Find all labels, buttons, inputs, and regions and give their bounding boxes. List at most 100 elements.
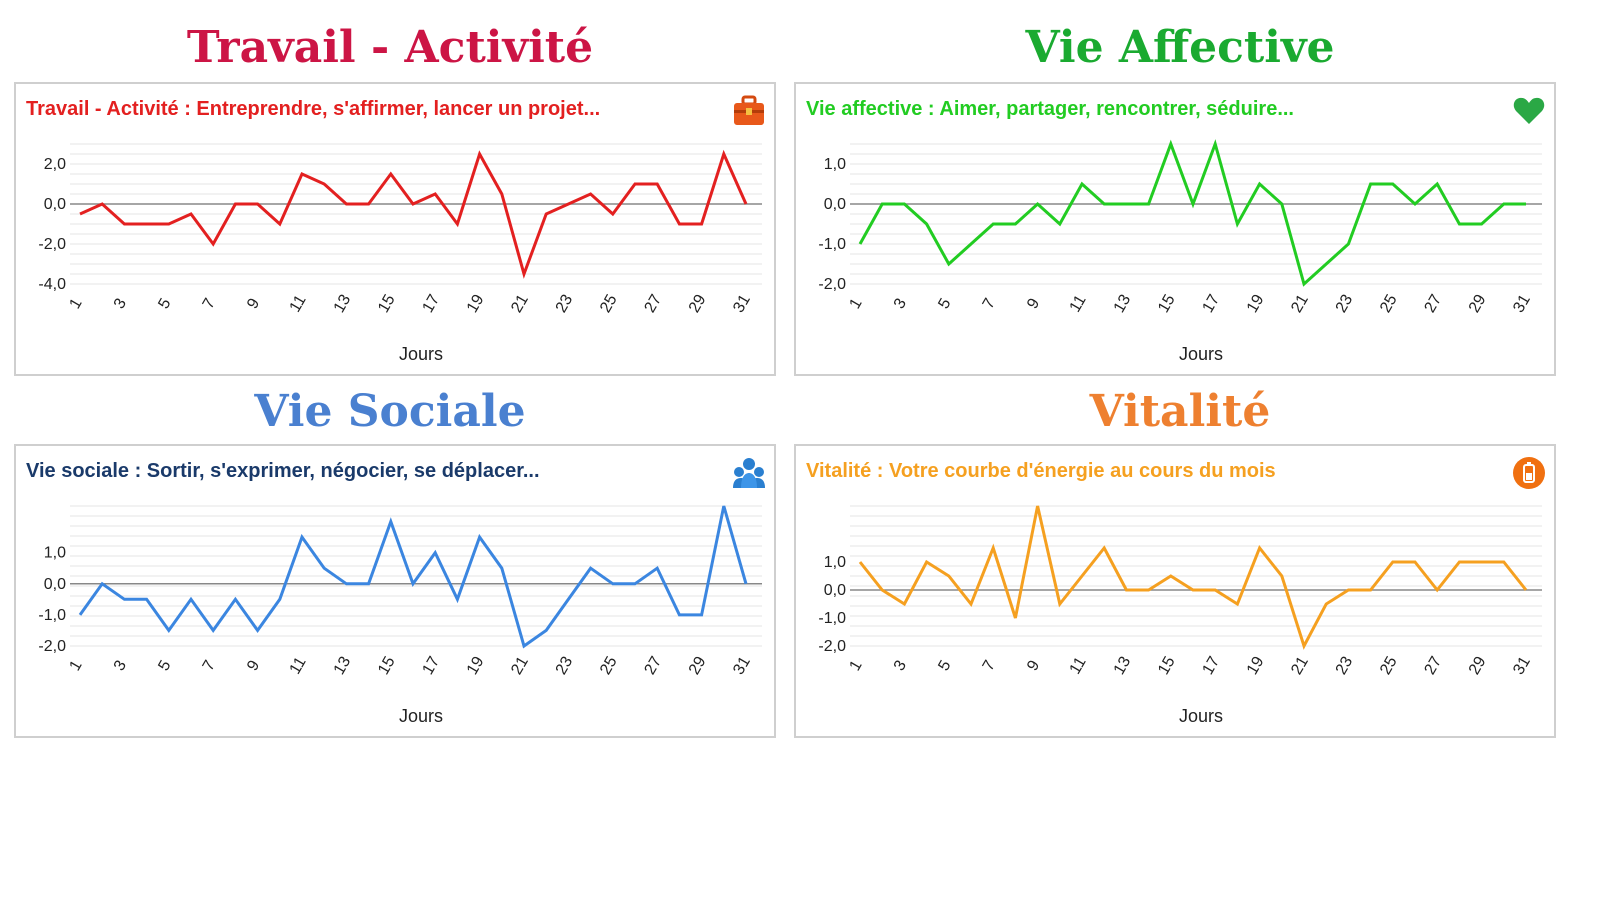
chart-plot: 1,00,0-1,0-2,01 3 5 7 9 11 13 15 17 19 21 23 25 27 29 3… [38,505,762,726]
x-tick-label: 11 [1067,654,1090,677]
x-tick-label: 11 [1067,292,1090,315]
x-axis-title: Jours [399,344,443,364]
x-tick-label: 3 [891,658,910,674]
x-axis-title: Jours [399,706,443,726]
x-tick-label: 5 [935,658,954,674]
x-tick-label: 29 [1466,292,1490,316]
x-tick-label: 7 [980,296,999,312]
x-tick-label: 31 [1510,654,1534,678]
x-tick-label: 25 [1377,654,1401,678]
x-tick-label: 9 [244,658,263,674]
x-tick-label: 3 [111,296,130,312]
panel-heading-vitalite: Vitalité [1089,386,1271,437]
x-tick-label: 9 [1024,296,1043,312]
x-tick-label: 5 [935,296,954,312]
y-tick-label: 1,0 [44,545,66,562]
y-tick-label: 0,0 [44,196,66,213]
series-line [78,505,748,649]
x-tick-label: 21 [1288,654,1312,678]
x-tick-label: 15 [1155,292,1179,316]
x-tick-label: 3 [891,296,910,312]
heart-icon [1513,97,1545,124]
y-tick-label: 0,0 [44,576,66,593]
chart-subtitle: Travail - Activité : Entreprendre, s'aff… [26,98,601,120]
x-tick-label: 9 [244,296,263,312]
chart-card-sociale: Vie sociale : Sortir, s'exprimer, négoci… [14,444,776,738]
x-tick-label: 5 [155,296,174,312]
panel-heading-travail: Travail - Activité [186,22,594,73]
briefcase-icon [734,95,764,125]
x-tick-label: 29 [686,292,710,316]
y-tick-label: 1,0 [824,554,846,571]
x-tick-label: 25 [597,654,621,678]
x-tick-label: 1 [847,296,866,312]
x-tick-label: 17 [419,292,443,316]
people-icon [733,458,765,488]
x-tick-label: 31 [730,654,754,678]
x-tick-label: 19 [464,292,488,316]
panel-heading-sociale: Vie Sociale [254,386,526,437]
x-axis-title: Jours [1179,344,1223,364]
x-tick-label: 23 [553,292,577,316]
battery-icon [1513,457,1545,489]
x-tick-label: 1 [847,658,866,674]
chart-plot: 1,00,0-1,0-2,01 3 5 7 9 11 13 15 17 19 21 23 25 27 29 3… [818,139,1542,364]
x-tick-label: 29 [1466,654,1490,678]
y-tick-label: 2,0 [44,156,66,173]
x-tick-label: 17 [1199,654,1223,678]
x-tick-label: 9 [1024,658,1043,674]
x-tick-label: 15 [1155,654,1179,678]
series-line [79,149,748,279]
x-tick-label: 15 [375,654,399,678]
x-tick-label: 3 [111,658,130,674]
x-tick-label: 11 [287,292,310,315]
x-tick-label: 31 [1510,292,1534,316]
chart-plot: 2,00,0-2,0-4,01 3 5 7 9 11 13 15 17 19 21 23 25 27 29 3… [38,143,762,364]
x-tick-label: 25 [1377,292,1401,316]
y-tick-label: -2,0 [818,638,846,655]
x-tick-label: 19 [1244,292,1268,316]
x-tick-label: 29 [686,654,710,678]
y-tick-label: 0,0 [824,582,846,599]
y-tick-label: 1,0 [824,156,846,173]
x-tick-label: 7 [200,296,219,312]
y-tick-label: -2,0 [38,236,66,253]
x-tick-label: 21 [508,654,532,678]
x-tick-label: 23 [1333,292,1357,316]
y-tick-label: -1,0 [38,607,66,624]
x-tick-label: 21 [1288,292,1312,316]
x-tick-label: 5 [155,658,174,674]
y-tick-label: -2,0 [818,276,846,293]
chart-card-affective: Vie affective : Aimer, partager, rencont… [794,82,1556,376]
y-tick-label: -1,0 [818,236,846,253]
x-tick-label: 1 [67,296,86,312]
x-tick-label: 23 [553,654,577,678]
y-tick-label: 0,0 [824,196,846,213]
x-tick-label: 15 [375,292,399,316]
x-tick-label: 19 [1244,654,1268,678]
x-axis-title: Jours [1179,706,1223,726]
chart-plot: 1,00,0-1,0-2,01 3 5 7 9 11 13 15 17 19 21 23 25 27 29 3… [818,505,1542,726]
x-tick-label: 27 [641,292,665,316]
y-tick-label: -2,0 [38,638,66,655]
x-tick-label: 27 [1421,654,1445,678]
x-tick-label: 23 [1333,654,1357,678]
x-tick-label: 21 [508,292,532,316]
x-tick-label: 13 [1111,292,1135,316]
x-tick-label: 25 [597,292,621,316]
x-tick-label: 17 [419,654,443,678]
x-tick-label: 7 [200,658,219,674]
chart-card-travail: Travail - Activité : Entreprendre, s'aff… [14,82,776,376]
x-tick-label: 27 [1421,292,1445,316]
x-tick-label: 11 [287,654,310,677]
x-tick-label: 1 [67,658,86,674]
x-tick-label: 27 [641,654,665,678]
chart-subtitle: Vie sociale : Sortir, s'exprimer, négoci… [26,460,540,482]
x-tick-label: 7 [980,658,999,674]
chart-subtitle: Vie affective : Aimer, partager, rencont… [806,98,1294,120]
x-tick-label: 13 [331,654,355,678]
chart-subtitle: Vitalité : Votre courbe d'énergie au cou… [806,460,1276,482]
x-tick-label: 19 [464,654,488,678]
x-tick-label: 13 [331,292,355,316]
x-tick-label: 13 [1111,654,1135,678]
